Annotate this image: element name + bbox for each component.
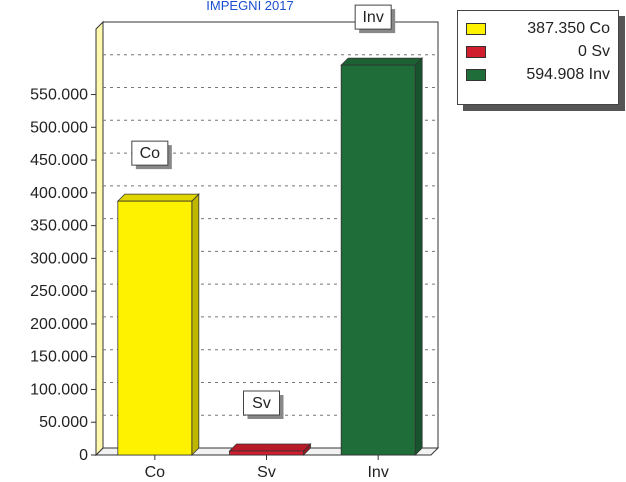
y-tick-label: 100.000	[30, 381, 88, 398]
legend-swatch-co	[466, 22, 486, 35]
bar-side	[191, 193, 200, 456]
legend-entry: 0 Sv	[466, 40, 610, 63]
bar-top	[116, 193, 200, 202]
legend-label: 387.350 Co	[527, 19, 610, 37]
legend-box: 387.350 Co 0 Sv 594.908 Inv	[457, 10, 619, 105]
chart-title: IMPEGNI 2017	[206, 0, 293, 13]
x-axis: Co Sv Inv	[145, 455, 389, 481]
bar-inv	[340, 64, 416, 456]
bar-label-layer: Co Sv Inv	[131, 4, 396, 419]
legend: 387.350 Co 0 Sv 594.908 Inv	[457, 10, 625, 111]
bar-label-box	[131, 140, 169, 166]
bar-side	[414, 57, 423, 456]
bar-label: Co	[140, 145, 161, 162]
bar-sv	[229, 450, 304, 456]
legend-label: 0 Sv	[577, 42, 610, 60]
x-tick-label: Sv	[257, 464, 276, 481]
legend-entry: 387.350 Co	[466, 17, 610, 40]
y-tick-label: 0	[79, 447, 88, 464]
x-tick-label: Inv	[367, 464, 388, 481]
y-tick-label: 50.000	[39, 414, 88, 431]
y-tick-label: 550.000	[30, 87, 88, 104]
bar-layer	[116, 57, 424, 456]
y-tick-label: 450.000	[30, 152, 88, 169]
bar-label: Sv	[252, 395, 271, 412]
legend-label: 594.908 Inv	[526, 65, 610, 83]
legend-swatch-sv	[466, 45, 486, 58]
legend-swatch-inv	[466, 68, 486, 81]
bar-label: Inv	[362, 9, 383, 26]
x-tick-label: Co	[145, 464, 166, 481]
y-axis: 0 50.000 100.000 150.000 200.000 250.000 300.0…	[30, 87, 96, 464]
legend-entry: 594.908 Inv	[466, 63, 610, 86]
bar-top	[340, 57, 424, 66]
bar-co	[117, 200, 193, 456]
y-tick-label: 350.000	[30, 218, 88, 235]
y-tick-label: 150.000	[30, 349, 88, 366]
y-tick-label: 400.000	[30, 185, 88, 202]
y-tick-label: 500.000	[30, 119, 88, 136]
y-tick-label: 250.000	[30, 283, 88, 300]
bar-label-box	[354, 4, 392, 30]
y-tick-label: 200.000	[30, 316, 88, 333]
y-tick-label: 300.000	[30, 250, 88, 267]
bar-label-box	[243, 390, 280, 416]
bar-top	[228, 443, 312, 452]
